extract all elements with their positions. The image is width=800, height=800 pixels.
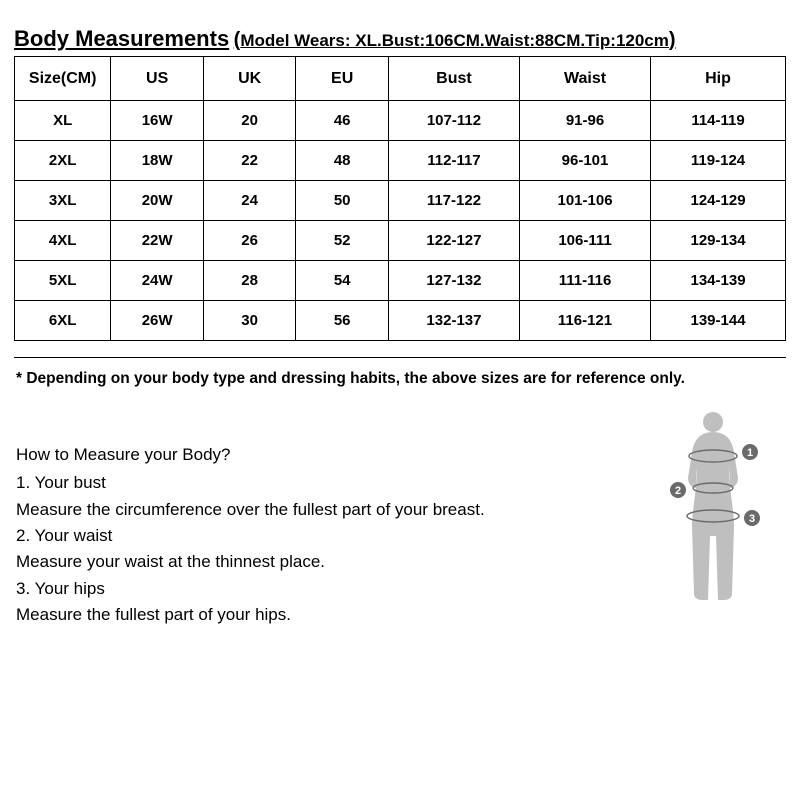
body-figure-svg: 1 2 3 <box>658 408 768 608</box>
table-cell: 52 <box>296 221 389 261</box>
table-cell: 16W <box>111 101 204 141</box>
table-cell: 30 <box>203 301 296 341</box>
table-cell: 127-132 <box>388 261 519 301</box>
table-cell: 116-121 <box>519 301 650 341</box>
table-cell: 24W <box>111 261 204 301</box>
badge-3: 3 <box>749 513 755 525</box>
badge-2: 2 <box>675 485 681 497</box>
table-cell: 2XL <box>15 141 111 181</box>
table-cell: 139-144 <box>651 301 786 341</box>
how-to-measure: 1 2 3 How to Measure your Body? 1. Your … <box>14 442 786 628</box>
table-row: 2XL18W2248112-11796-101119-124 <box>15 141 786 181</box>
table-cell: 20 <box>203 101 296 141</box>
title-line: Body Measurements (Model Wears: XL.Bust:… <box>14 26 786 52</box>
table-row: 4XL22W2652122-127106-111129-134 <box>15 221 786 261</box>
table-cell: 56 <box>296 301 389 341</box>
close-paren: ) <box>669 29 676 51</box>
table-cell: 117-122 <box>388 181 519 221</box>
reference-note: * Depending on your body type and dressi… <box>16 370 784 388</box>
table-cell: 101-106 <box>519 181 650 221</box>
table-header-row: Size(CM) US UK EU Bust Waist Hip <box>15 57 786 101</box>
table-cell: 124-129 <box>651 181 786 221</box>
table-cell: 22W <box>111 221 204 261</box>
table-cell: 28 <box>203 261 296 301</box>
table-row: 5XL24W2854127-132111-116134-139 <box>15 261 786 301</box>
table-cell: 18W <box>111 141 204 181</box>
badge-1: 1 <box>747 447 753 459</box>
table-cell: 50 <box>296 181 389 221</box>
table-cell: 54 <box>296 261 389 301</box>
table-cell: 129-134 <box>651 221 786 261</box>
col-header-us: US <box>111 57 204 101</box>
table-cell: 96-101 <box>519 141 650 181</box>
size-table-body: XL16W2046107-11291-96114-1192XL18W224811… <box>15 101 786 341</box>
model-wears: Model Wears: XL.Bust:106CM.Waist:88CM.Ti… <box>240 31 669 50</box>
col-header-eu: EU <box>296 57 389 101</box>
table-cell: 26W <box>111 301 204 341</box>
divider <box>14 357 786 358</box>
table-row: XL16W2046107-11291-96114-119 <box>15 101 786 141</box>
table-cell: 24 <box>203 181 296 221</box>
table-cell: 4XL <box>15 221 111 261</box>
table-cell: 111-116 <box>519 261 650 301</box>
table-cell: XL <box>15 101 111 141</box>
col-header-uk: UK <box>203 57 296 101</box>
table-cell: 48 <box>296 141 389 181</box>
table-cell: 5XL <box>15 261 111 301</box>
table-cell: 119-124 <box>651 141 786 181</box>
silhouette-icon <box>688 412 738 600</box>
table-cell: 26 <box>203 221 296 261</box>
col-header-bust: Bust <box>388 57 519 101</box>
table-cell: 3XL <box>15 181 111 221</box>
col-header-waist: Waist <box>519 57 650 101</box>
table-cell: 22 <box>203 141 296 181</box>
body-figure: 1 2 3 <box>658 408 768 608</box>
table-row: 3XL20W2450117-122101-106124-129 <box>15 181 786 221</box>
table-cell: 106-111 <box>519 221 650 261</box>
table-cell: 134-139 <box>651 261 786 301</box>
page-title: Body Measurements <box>14 26 229 51</box>
table-cell: 114-119 <box>651 101 786 141</box>
table-cell: 112-117 <box>388 141 519 181</box>
table-cell: 91-96 <box>519 101 650 141</box>
table-cell: 107-112 <box>388 101 519 141</box>
table-cell: 6XL <box>15 301 111 341</box>
table-row: 6XL26W3056132-137116-121139-144 <box>15 301 786 341</box>
table-cell: 46 <box>296 101 389 141</box>
col-header-hip: Hip <box>651 57 786 101</box>
table-cell: 132-137 <box>388 301 519 341</box>
table-cell: 122-127 <box>388 221 519 261</box>
table-cell: 20W <box>111 181 204 221</box>
col-header-size: Size(CM) <box>15 57 111 101</box>
size-table: Size(CM) US UK EU Bust Waist Hip XL16W20… <box>14 56 786 341</box>
